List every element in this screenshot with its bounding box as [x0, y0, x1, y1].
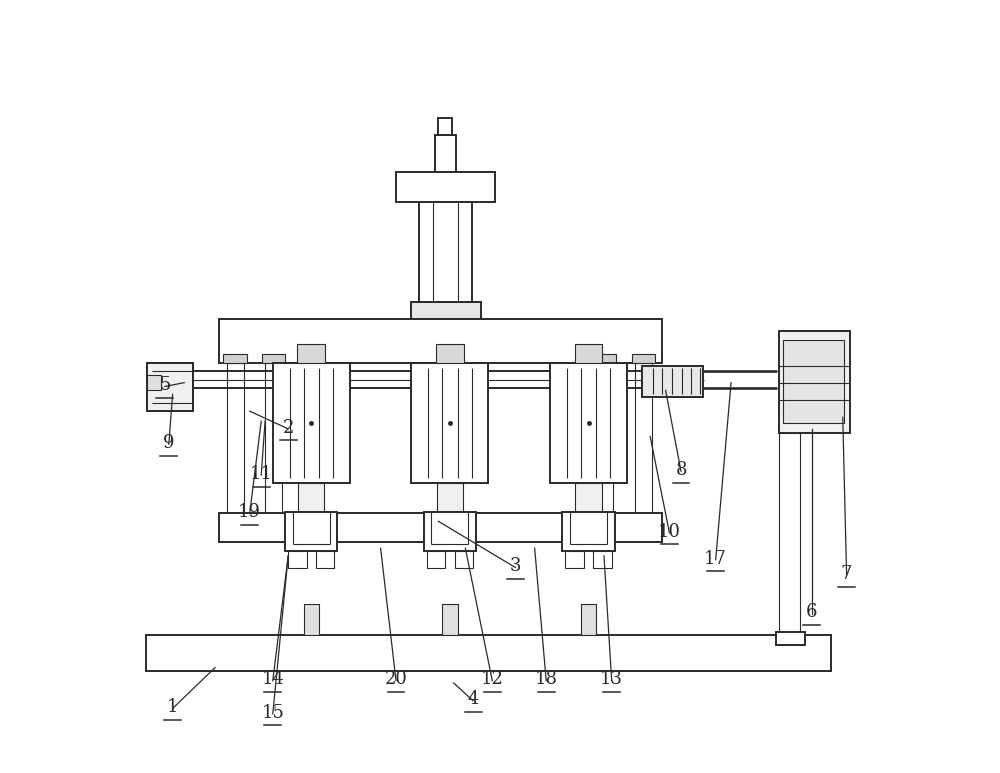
- Bar: [146, 635, 831, 672]
- Bar: [147, 363, 193, 411]
- Bar: [565, 550, 584, 567]
- Bar: [304, 604, 319, 635]
- Text: 9: 9: [163, 434, 175, 452]
- Bar: [435, 135, 456, 172]
- Text: 13: 13: [600, 670, 623, 689]
- Bar: [550, 363, 627, 483]
- Text: 20: 20: [385, 670, 407, 689]
- Text: 15: 15: [261, 703, 284, 721]
- Bar: [562, 512, 615, 550]
- Text: 7: 7: [841, 565, 852, 583]
- Bar: [575, 344, 602, 363]
- Bar: [437, 483, 463, 512]
- Bar: [298, 483, 324, 512]
- Bar: [223, 354, 247, 363]
- Bar: [288, 550, 307, 567]
- Bar: [411, 301, 481, 318]
- Text: 18: 18: [535, 670, 558, 689]
- Bar: [265, 363, 282, 517]
- Text: 2: 2: [283, 418, 294, 437]
- Bar: [219, 318, 662, 363]
- Bar: [642, 366, 703, 397]
- Bar: [438, 118, 452, 135]
- Bar: [635, 363, 652, 517]
- Bar: [262, 354, 285, 363]
- Bar: [419, 202, 472, 301]
- Text: 8: 8: [675, 461, 687, 479]
- Bar: [396, 172, 495, 202]
- Bar: [776, 632, 805, 645]
- Bar: [227, 363, 244, 517]
- Text: 1: 1: [167, 698, 178, 716]
- Bar: [593, 354, 616, 363]
- Bar: [779, 433, 800, 635]
- Text: 14: 14: [261, 670, 284, 689]
- Text: 3: 3: [510, 557, 521, 575]
- Text: 4: 4: [467, 690, 479, 708]
- Bar: [632, 354, 655, 363]
- Bar: [455, 550, 473, 567]
- Text: 12: 12: [481, 670, 504, 689]
- Bar: [442, 604, 458, 635]
- Bar: [424, 512, 476, 550]
- Text: 5: 5: [159, 376, 171, 394]
- Bar: [581, 604, 596, 635]
- Bar: [316, 550, 334, 567]
- Bar: [427, 550, 445, 567]
- Bar: [596, 363, 613, 517]
- Text: 6: 6: [806, 604, 818, 621]
- Bar: [411, 363, 488, 483]
- Bar: [593, 550, 612, 567]
- Text: 19: 19: [238, 503, 261, 521]
- Bar: [285, 512, 337, 550]
- Bar: [273, 363, 350, 483]
- Text: 11: 11: [250, 465, 273, 483]
- Bar: [147, 375, 161, 390]
- Text: 17: 17: [704, 550, 727, 567]
- Bar: [779, 331, 850, 433]
- Bar: [575, 483, 602, 512]
- Bar: [436, 344, 464, 363]
- Bar: [783, 340, 844, 424]
- Bar: [219, 512, 662, 542]
- Bar: [297, 344, 325, 363]
- Text: 10: 10: [658, 523, 681, 540]
